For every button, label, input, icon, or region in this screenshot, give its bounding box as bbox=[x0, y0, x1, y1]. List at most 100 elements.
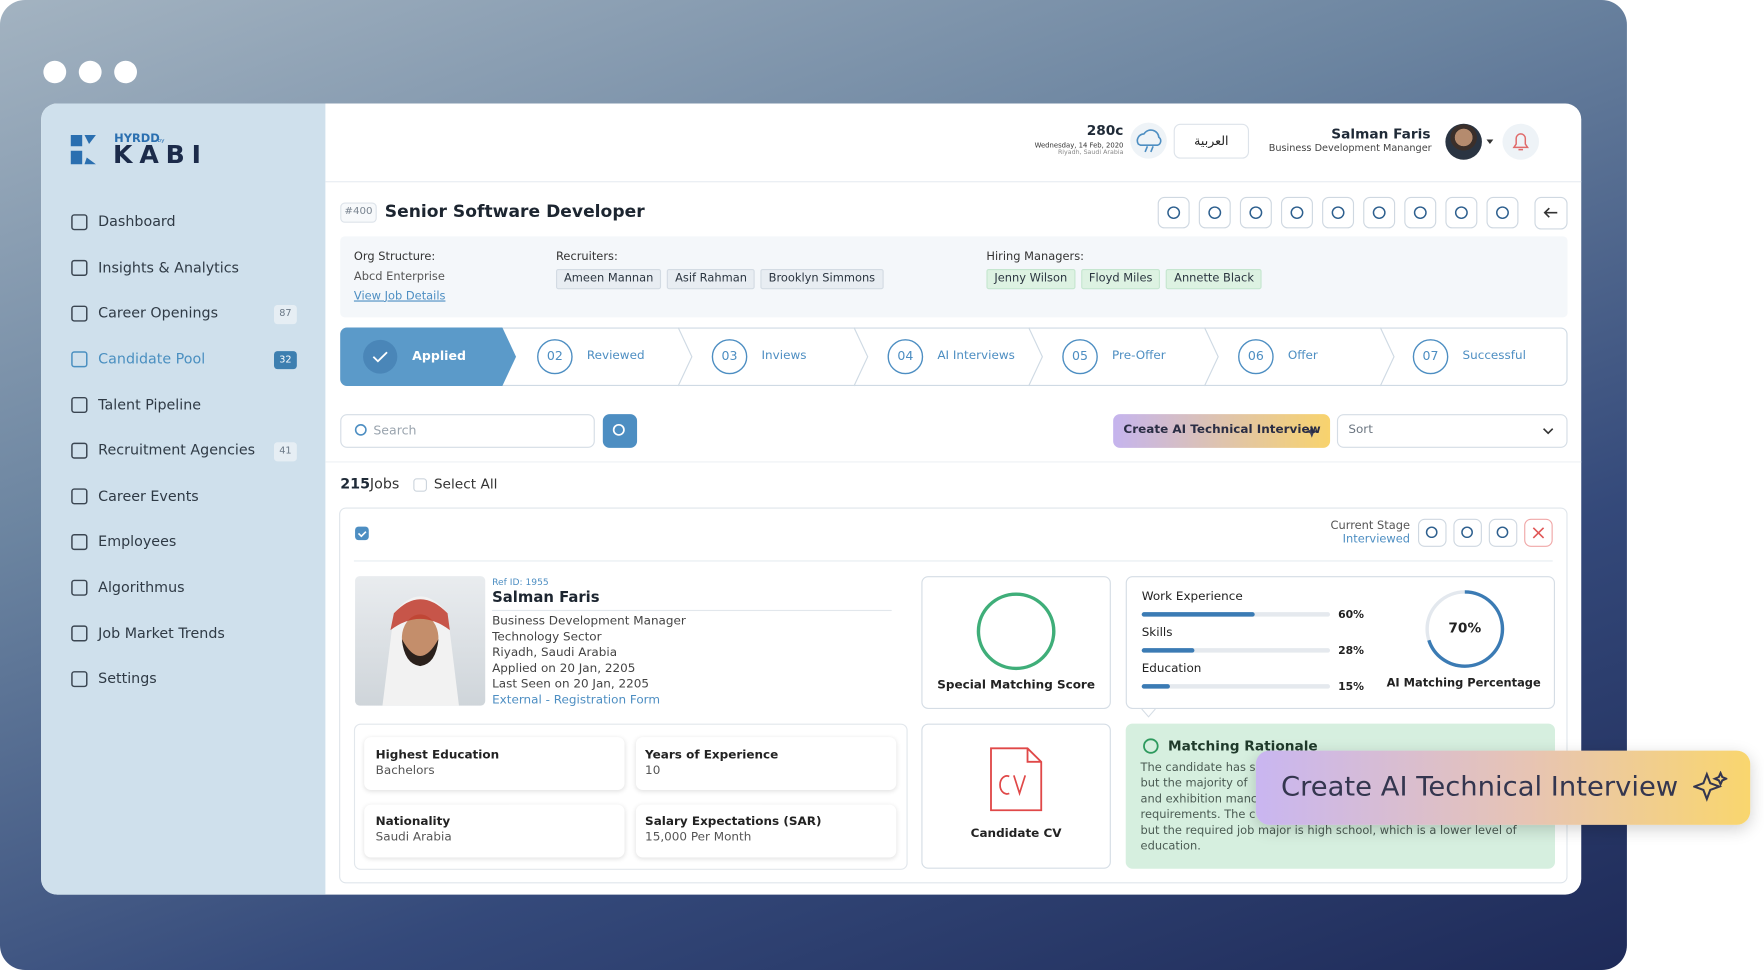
nav-badge: 32 bbox=[274, 350, 297, 370]
fact-card bbox=[635, 737, 897, 790]
fact-label: Highest Education bbox=[375, 748, 500, 763]
rationale-line: and exhibition manc bbox=[1140, 792, 1258, 806]
search-button[interactable] bbox=[602, 414, 638, 448]
fact-value: Bachelors bbox=[375, 764, 435, 778]
stage-label: Offer bbox=[1287, 349, 1318, 363]
nav-item[interactable]: Job Market Trends bbox=[98, 623, 225, 641]
nav-item[interactable]: Dashboard bbox=[98, 212, 176, 230]
card-action-button[interactable] bbox=[1453, 518, 1482, 547]
person-chip: Ameen Mannan bbox=[556, 268, 662, 290]
cv-label[interactable]: Candidate CV bbox=[970, 827, 1062, 841]
temperature: 280c bbox=[1086, 123, 1124, 139]
special-score-panel bbox=[921, 576, 1111, 709]
result-count: 215 bbox=[340, 475, 371, 492]
job-action-button[interactable] bbox=[1445, 196, 1478, 229]
job-action-button[interactable] bbox=[1363, 196, 1396, 229]
language-button[interactable] bbox=[1173, 123, 1250, 159]
stage-label: Inviews bbox=[761, 349, 807, 363]
nav-item[interactable]: Employees bbox=[98, 532, 177, 550]
job-title: Senior Software Developer bbox=[384, 201, 645, 222]
rationale-title: Matching Rationale bbox=[1167, 738, 1318, 755]
stage-number: 07 bbox=[1422, 348, 1439, 364]
view-details-link[interactable]: View Job Details bbox=[353, 289, 446, 303]
rationale-line: requirements. The c bbox=[1140, 808, 1256, 821]
search-input[interactable] bbox=[340, 414, 595, 448]
job-info-band bbox=[340, 236, 1568, 318]
org-value: Abcd Enterprise bbox=[353, 270, 445, 284]
rationale-line: but the majority of bbox=[1140, 777, 1248, 790]
score-value: 60% bbox=[1338, 608, 1365, 621]
job-action-button[interactable] bbox=[1239, 196, 1272, 229]
ai-match-value: 70% bbox=[1448, 620, 1482, 637]
card-action-button[interactable] bbox=[1417, 518, 1447, 547]
candidate-name: Salman Faris bbox=[492, 589, 600, 607]
nav-item[interactable]: Settings bbox=[98, 669, 157, 687]
fact-label: Salary Expectations (SAR) bbox=[645, 814, 822, 829]
nav-item[interactable]: Career Openings bbox=[98, 304, 219, 322]
search-placeholder[interactable]: Search bbox=[373, 423, 417, 438]
nav-item[interactable]: Talent Pipeline bbox=[98, 395, 202, 413]
nav-item[interactable]: Algorithmus bbox=[98, 578, 185, 596]
card-action-button[interactable] bbox=[1488, 518, 1518, 547]
logo-brand: HYRDD bbox=[114, 132, 160, 145]
ref-id: Ref ID: 1955 bbox=[492, 576, 549, 587]
sort-label[interactable]: Sort bbox=[1348, 423, 1373, 437]
rationale-line: but the required job major is high schoo… bbox=[1140, 824, 1517, 837]
candidate-card bbox=[339, 507, 1568, 884]
back-button[interactable] bbox=[1534, 196, 1568, 230]
sort-select[interactable] bbox=[1336, 414, 1568, 448]
job-action-button[interactable] bbox=[1280, 196, 1313, 229]
callout[interactable]: Create AI Technical Interview bbox=[1255, 750, 1751, 825]
candidate-source[interactable]: External - Registration Form bbox=[492, 693, 661, 707]
stage-number: 06 bbox=[1247, 348, 1264, 364]
fact-value: Saudi Arabia bbox=[375, 830, 452, 845]
candidate-detail: Business Development Manager bbox=[492, 614, 686, 629]
recruiters-label: Recruiters: bbox=[556, 250, 618, 263]
nav-item[interactable]: Candidate Pool bbox=[98, 349, 206, 367]
callout-sparkle bbox=[1693, 770, 1728, 802]
create-interview-button[interactable] bbox=[1113, 414, 1331, 448]
weather-button[interactable] bbox=[1130, 122, 1167, 159]
rationale-line: The candidate has s bbox=[1140, 761, 1256, 774]
nav-item[interactable]: Career Events bbox=[98, 486, 199, 504]
avatar[interactable] bbox=[1445, 123, 1482, 160]
nav-item[interactable]: Insights & Analytics bbox=[98, 258, 239, 276]
job-action-button[interactable] bbox=[1322, 196, 1355, 229]
job-action-button[interactable] bbox=[1198, 196, 1231, 229]
logo-by: by bbox=[157, 137, 165, 145]
managers-label: Hiring Managers: bbox=[986, 250, 1085, 263]
stage-caption: Current Stage bbox=[1330, 519, 1410, 532]
job-action-button[interactable] bbox=[1157, 196, 1190, 229]
person-chip: Jenny Wilson bbox=[986, 268, 1076, 290]
create-interview-label[interactable]: Create AI Technical Interview bbox=[1123, 423, 1321, 437]
stage-number: 02 bbox=[546, 348, 563, 364]
select-all-checkbox[interactable] bbox=[413, 478, 427, 492]
callout-label: Create AI Technical Interview bbox=[1280, 770, 1679, 803]
special-score-label: Special Matching Score bbox=[937, 678, 1095, 693]
language[interactable]: العربية bbox=[1194, 133, 1229, 149]
candidate-photo bbox=[355, 576, 486, 706]
job-action-button[interactable] bbox=[1404, 196, 1437, 229]
job-action-button[interactable] bbox=[1486, 196, 1519, 229]
card-action-button[interactable] bbox=[1524, 518, 1553, 547]
score-value: 15% bbox=[1338, 680, 1365, 693]
nav-item[interactable]: Recruitment Agencies bbox=[98, 441, 256, 459]
scores-panel bbox=[1125, 576, 1555, 709]
candidate-checkbox[interactable] bbox=[355, 526, 369, 541]
select-all[interactable]: Select All bbox=[433, 476, 498, 493]
user-role: Business Development Mananger bbox=[1268, 143, 1432, 155]
candidate-detail: Technology Sector bbox=[492, 630, 602, 644]
job-id: #400 bbox=[344, 205, 373, 218]
score-label: Education bbox=[1141, 661, 1202, 676]
logo-name: KABI bbox=[113, 141, 208, 170]
card-divider bbox=[353, 560, 1553, 562]
cv-panel[interactable] bbox=[921, 723, 1111, 869]
stage-label: Pre-Offer bbox=[1112, 349, 1166, 363]
stage-label: Reviewed bbox=[586, 349, 645, 363]
notification-button[interactable] bbox=[1502, 123, 1540, 160]
top-bar-divider bbox=[325, 181, 1582, 183]
nav-badge: 87 bbox=[274, 305, 297, 324]
result-unit: Jobs bbox=[369, 475, 400, 492]
